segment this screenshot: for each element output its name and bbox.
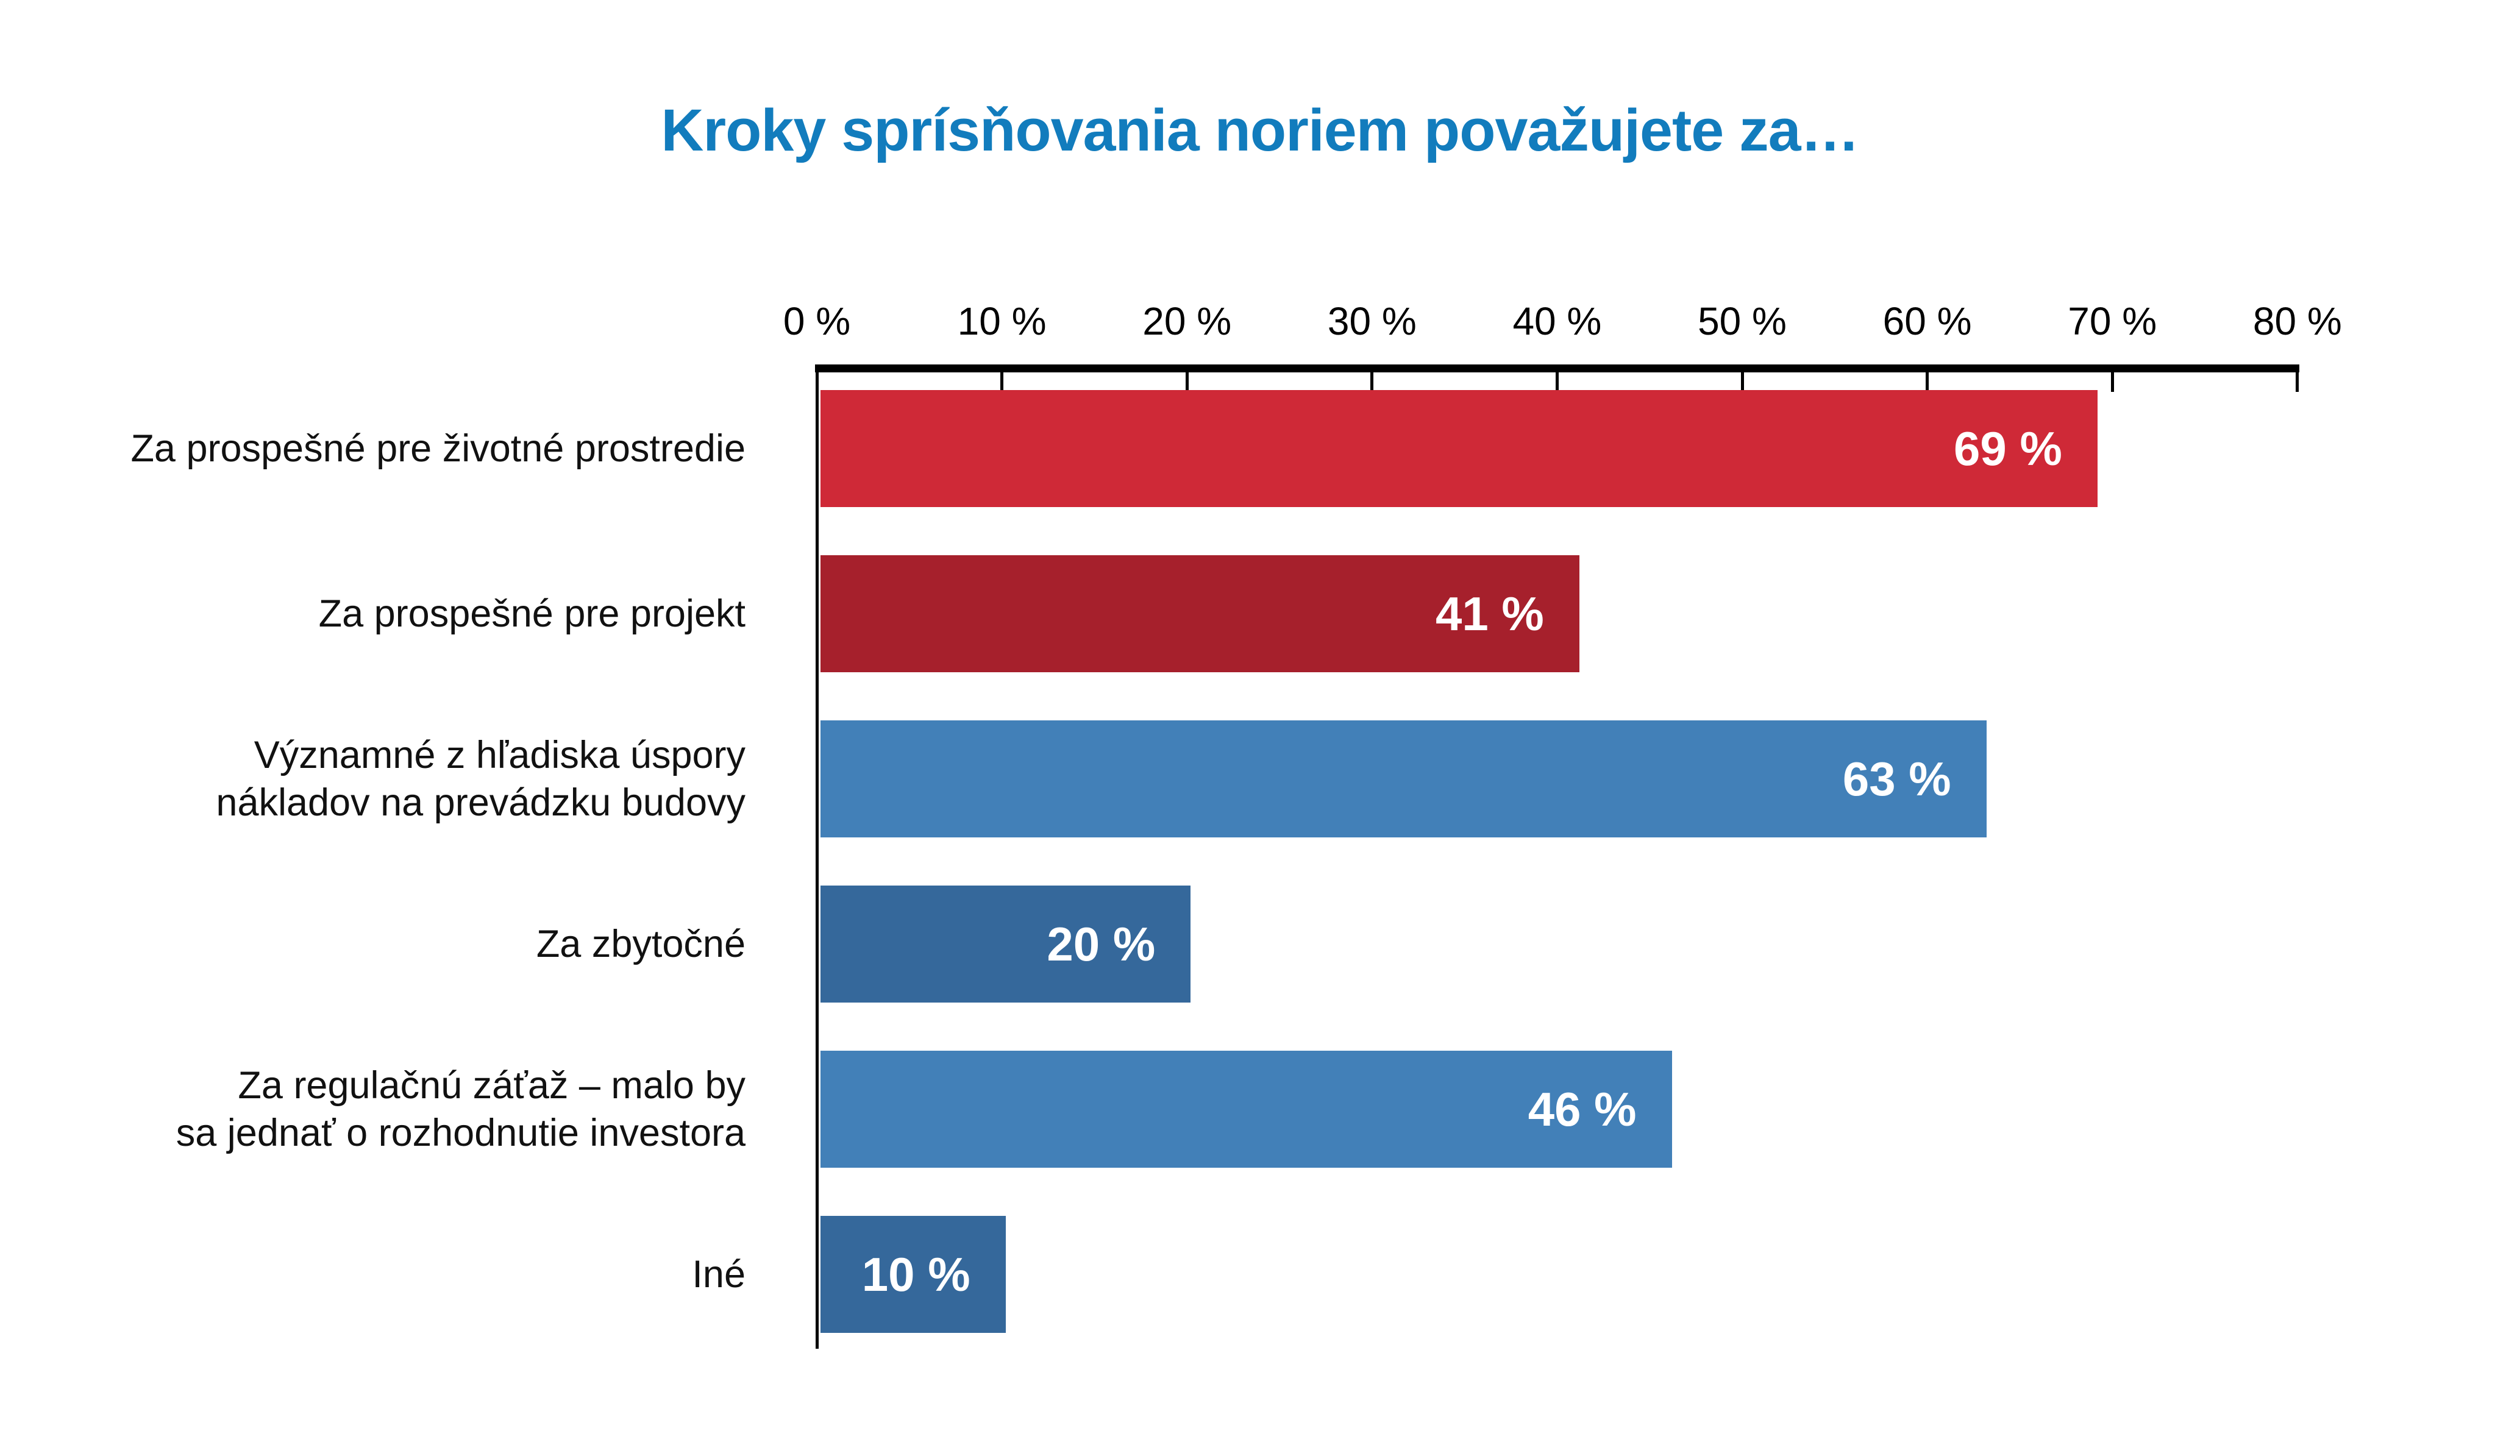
bar-value-label: 46 % [1528,1082,1637,1136]
x-axis-tick-label: 20 % [1142,299,1232,343]
x-axis-tick [1555,372,1559,392]
category-label: Za regulačnú záťaž – malo by sa jednať o … [0,1051,746,1168]
bar-value-label: 41 % [1435,586,1544,641]
bar: 46 % [820,1051,1672,1168]
bar: 20 % [820,886,1191,1003]
x-axis-tick [1740,372,1744,392]
category-label: Iné [0,1216,746,1333]
category-label: Významné z hľadiska úspory nákladov na pr… [0,720,746,837]
bar-value-label: 20 % [1047,917,1156,971]
bar: 69 % [820,390,2098,507]
category-label: Za prospešné pre životné prostredie [0,390,746,507]
x-axis-tick-label: 80 % [2252,299,2342,343]
bar-value-label: 10 % [861,1247,970,1301]
x-axis-tick [1370,372,1374,392]
category-label-line: Za prospešné pre projekt [318,592,746,635]
x-axis-tick-label: 60 % [1882,299,1972,343]
chart-title: Kroky sprísňovania noriem považujete za… [661,97,1859,163]
x-axis-tick [1185,372,1189,392]
x-axis-tick [2296,372,2299,392]
category-label-line: Významné z hľadiska úspory [254,734,746,776]
x-axis-tick-label: 0 % [783,299,851,343]
bar-value-label: 63 % [1842,751,1951,806]
x-axis-tick-label: 70 % [2068,299,2157,343]
category-label-line: Za prospešné pre životné prostredie [130,427,746,470]
x-axis-tick [1000,372,1004,392]
bar-value-label: 69 % [1954,421,2062,475]
x-axis-tick-label: 50 % [1698,299,1787,343]
bar: 10 % [820,1216,1006,1333]
bar: 41 % [820,555,1579,672]
category-label-line: Za regulačnú záťaž – malo by [238,1064,746,1107]
category-label-line: Iné [692,1253,746,1296]
y-axis-line [815,364,819,1349]
x-axis-tick-label: 10 % [957,299,1047,343]
category-label: Za prospešné pre projekt [0,555,746,672]
category-label-line: sa jednať o rozhodnutie investora [176,1112,746,1154]
x-axis-tick-label: 30 % [1327,299,1417,343]
category-label-line: Za zbytočné [536,923,746,965]
x-axis-tick [2110,372,2114,392]
bar: 63 % [820,720,1987,837]
category-label-line: nákladov na prevádzku budovy [216,781,746,824]
x-axis-tick [1926,372,1929,392]
x-axis-line [815,364,2299,372]
category-label: Za zbytočné [0,886,746,1003]
x-axis-tick-label: 40 % [1512,299,1602,343]
